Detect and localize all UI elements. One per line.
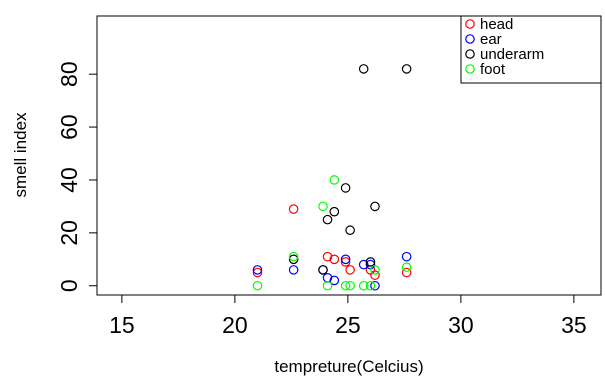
point-head <box>288 204 299 214</box>
y-axis-title: smell index <box>11 112 30 198</box>
data-points <box>252 64 412 291</box>
point-underarm <box>358 64 369 74</box>
point-foot <box>358 280 369 291</box>
point-ear <box>358 259 369 270</box>
point-underarm <box>345 225 355 236</box>
y-tick-label: 60 <box>56 114 82 140</box>
point-underarm <box>370 201 380 212</box>
point-ear <box>329 275 340 286</box>
point-foot <box>318 201 328 212</box>
point-underarm <box>318 265 328 275</box>
point-head <box>252 267 263 278</box>
point-ear <box>370 280 380 291</box>
point-underarm <box>401 64 412 74</box>
point-head <box>329 254 340 265</box>
point-head <box>401 267 412 278</box>
point-underarm <box>365 257 376 267</box>
point-foot <box>322 280 333 291</box>
point-underarm <box>322 214 333 225</box>
legend-marker-foot <box>465 64 475 74</box>
point-ear <box>401 251 412 262</box>
legend-marker-ear <box>465 34 475 44</box>
y-tick-label: 40 <box>56 167 82 193</box>
point-underarm <box>329 206 340 217</box>
point-foot <box>329 175 340 185</box>
legend-marker-underarm <box>465 49 475 59</box>
point-head <box>345 265 355 275</box>
point-foot <box>288 251 299 262</box>
y-tick-label: 0 <box>56 279 82 292</box>
x-axis-title: tempreture(Celcius) <box>274 357 423 376</box>
point-foot <box>370 265 380 275</box>
point-ear <box>252 265 263 275</box>
y-axis: 0 20 40 60 80 <box>56 61 97 292</box>
point-foot <box>401 262 412 273</box>
legend-label-underarm: underarm <box>480 46 544 63</box>
x-tick-label: 20 <box>222 312 248 338</box>
plot-frame <box>96 15 602 296</box>
x-tick-label: 25 <box>335 312 361 338</box>
y-tick-label: 20 <box>56 220 82 246</box>
point-ear <box>288 265 299 275</box>
point-foot <box>345 280 355 291</box>
point-head <box>340 257 351 267</box>
x-tick-label: 30 <box>448 312 474 338</box>
point-head <box>322 251 333 262</box>
legend-label-head: head <box>480 16 513 33</box>
legend-box <box>460 15 602 84</box>
legend-label-foot: foot <box>480 61 506 78</box>
point-ear <box>340 254 351 265</box>
x-tick-label: 15 <box>109 312 135 338</box>
x-axis: 15 20 25 30 35 <box>109 295 587 338</box>
point-foot <box>365 280 376 291</box>
legend-label-ear: ear <box>480 31 502 48</box>
point-foot <box>340 280 351 291</box>
point-head <box>370 270 380 280</box>
point-underarm <box>340 183 351 193</box>
point-underarm <box>288 254 299 265</box>
y-tick-label: 80 <box>56 61 82 87</box>
x-tick-label: 35 <box>561 312 587 338</box>
point-foot <box>252 280 263 291</box>
legend-marker-head <box>465 19 475 29</box>
